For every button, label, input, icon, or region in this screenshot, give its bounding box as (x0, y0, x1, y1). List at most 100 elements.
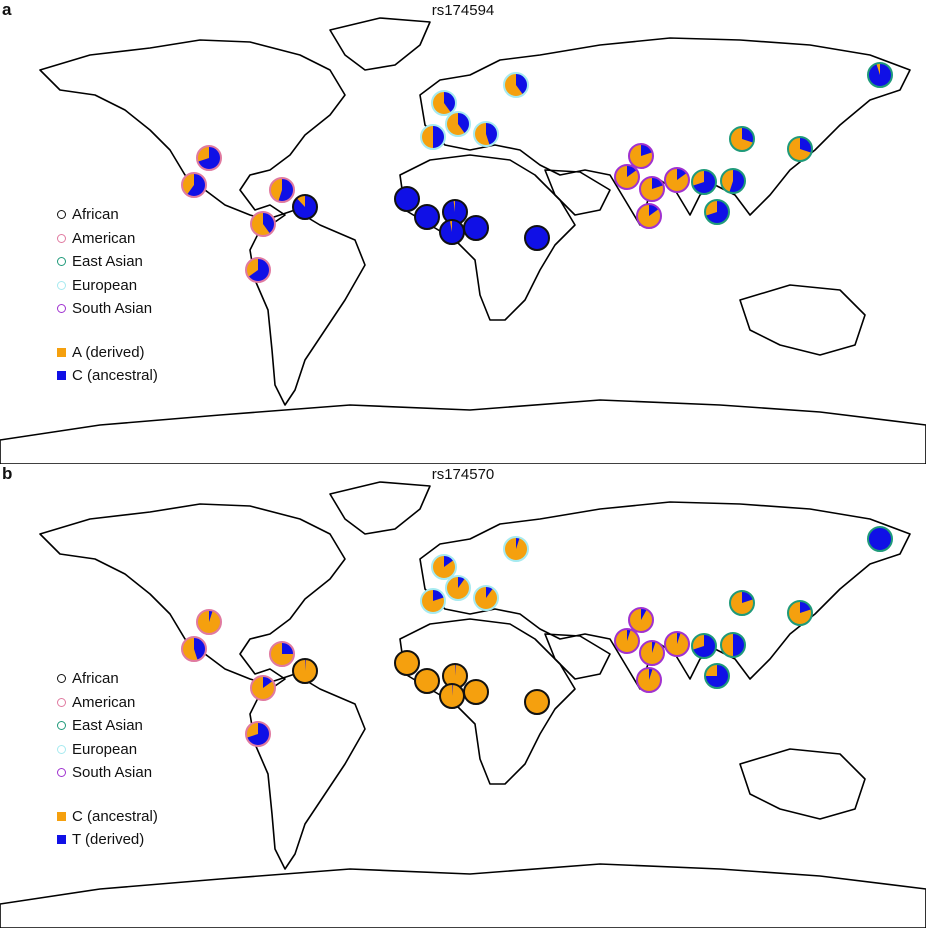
pie-slice-orange (721, 169, 733, 193)
legend-label: C (ancestral) (72, 807, 158, 825)
pie-ring (420, 588, 446, 614)
pie-ring (473, 121, 499, 147)
pie-slice-orange (629, 608, 654, 632)
ring-icon (57, 210, 66, 220)
pie-marker-east-asian (729, 126, 755, 152)
pie-marker-american (181, 636, 207, 662)
panel-title: rs174594 (431, 2, 495, 19)
coastline (329, 481, 431, 535)
pie-marker-american (250, 675, 276, 701)
pie-slice-orange (876, 63, 880, 75)
pie-marker-east-asian (787, 136, 813, 162)
legend-item-european: European (57, 738, 158, 762)
pie-slice-orange (443, 664, 468, 688)
pie-ring (292, 658, 318, 684)
pie-ring (431, 554, 457, 580)
pie-slice-orange (664, 632, 689, 656)
pie-slice-blue (868, 527, 892, 551)
pie-slice-orange (270, 642, 294, 666)
coastline (249, 673, 366, 870)
legend: African American East Asian European Sou… (57, 667, 158, 852)
pie-marker-south-asian (614, 164, 640, 190)
pie-marker-american (245, 257, 271, 283)
pie-slice-orange (250, 676, 275, 700)
pie-ring (445, 111, 471, 137)
legend-item-allele-orange: A (derived) (57, 341, 158, 365)
pie-ring (181, 172, 207, 198)
ring-icon (57, 304, 66, 314)
pie-marker-european (473, 121, 499, 147)
coastline (329, 17, 431, 71)
pie-slice-orange (665, 168, 689, 192)
pie-marker-south-asian (664, 631, 690, 657)
square-icon (57, 811, 66, 821)
legend-label: European (72, 276, 138, 294)
pie-slice-orange (787, 601, 812, 625)
pie-ring (196, 609, 222, 635)
panel-a: a rs174594 African American East Asian E… (0, 0, 926, 464)
legend-label: European (72, 740, 138, 758)
pie-marker-african (439, 683, 465, 709)
pie-ring (704, 663, 730, 689)
pie-slice-orange (639, 641, 664, 665)
pie-ring (503, 536, 529, 562)
coastline (39, 39, 346, 223)
legend-item-european: European (57, 274, 158, 298)
legend: African American East Asian European Sou… (57, 203, 158, 388)
pie-marker-east-asian (691, 633, 717, 659)
ring-icon (57, 721, 66, 731)
pie-slice-orange (636, 668, 661, 692)
legend-item-south-asian: South Asian (57, 297, 158, 321)
coastline (419, 501, 911, 690)
pie-slice-orange (439, 684, 464, 708)
pie-slice-orange (615, 629, 639, 653)
pie-marker-south-asian (614, 628, 640, 654)
pie-slice-orange (453, 200, 455, 212)
pie-slice-orange (692, 170, 704, 186)
legend-label: South Asian (72, 300, 153, 318)
square-icon (57, 371, 66, 381)
pie-slice-orange (432, 91, 452, 116)
pie-marker-american (181, 172, 207, 198)
pie-slice-orange (415, 669, 439, 693)
legend-label: T (derived) (72, 831, 145, 849)
coastline (39, 503, 346, 687)
legend-item-african: African (57, 203, 158, 227)
pie-ring (664, 631, 690, 657)
pie-ring (445, 575, 471, 601)
pie-marker-european (503, 536, 529, 562)
panel-title: rs174570 (431, 466, 495, 483)
pie-marker-american (196, 145, 222, 171)
pie-marker-east-asian (691, 169, 717, 195)
pie-slice-orange (614, 165, 639, 189)
pie-ring (439, 219, 465, 245)
pie-marker-south-asian (628, 143, 654, 169)
pie-slice-orange (504, 537, 529, 561)
pie-marker-south-asian (636, 667, 662, 693)
pie-slice-orange (449, 220, 452, 232)
pie-marker-african (394, 650, 420, 676)
pie-slice-orange (464, 680, 488, 704)
pie-ring (439, 683, 465, 709)
pie-slice-orange (296, 195, 305, 207)
legend-item-allele-orange: C (ancestral) (57, 805, 158, 829)
pie-slice-orange (721, 633, 733, 657)
pie-slice-orange (197, 146, 209, 162)
legend-item-american: American (57, 691, 158, 715)
pie-ring (245, 257, 271, 283)
pie-ring (636, 667, 662, 693)
pie-slice-orange (446, 576, 471, 600)
legend-label: C (ancestral) (72, 367, 158, 385)
panel-letter: a (2, 0, 12, 19)
pie-slice-orange (473, 586, 498, 610)
pie-slice-orange (270, 178, 282, 202)
pie-ring (269, 177, 295, 203)
pie-slice-orange (421, 125, 433, 149)
coastline (249, 209, 366, 406)
pie-ring (614, 628, 640, 654)
legend-label: American (72, 693, 136, 711)
pie-ring (250, 211, 276, 237)
pie-slice-orange (473, 122, 490, 146)
legend-label: South Asian (72, 764, 153, 782)
pie-slice-orange (251, 212, 271, 236)
